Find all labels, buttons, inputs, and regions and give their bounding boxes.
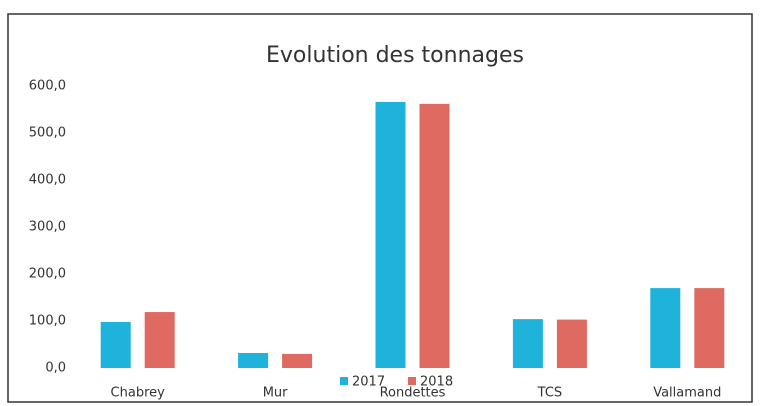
bar — [282, 353, 313, 368]
bar — [650, 288, 681, 368]
x-tick-label: Vallamand — [653, 386, 721, 401]
legend-label: 2017 — [352, 375, 385, 390]
bar — [375, 101, 406, 368]
bar — [512, 319, 543, 368]
y-tick-label: 500,0 — [29, 126, 66, 141]
legend-swatch — [408, 377, 416, 385]
bar — [694, 288, 725, 368]
legend-swatch — [340, 377, 348, 385]
bar — [556, 319, 587, 368]
x-tick-label: TCS — [537, 386, 563, 401]
bar — [419, 103, 450, 369]
bar — [144, 312, 175, 368]
x-tick-label: Rondettes — [380, 386, 446, 401]
bar — [100, 321, 131, 368]
legend-label: 2018 — [420, 375, 453, 390]
y-tick-label: 300,0 — [29, 220, 66, 235]
bar — [238, 352, 269, 368]
y-tick-label: 400,0 — [29, 173, 66, 188]
y-tick-label: 200,0 — [29, 267, 66, 282]
x-tick-label: Chabrey — [111, 386, 166, 401]
y-tick-label: 600,0 — [29, 79, 66, 94]
x-tick-label: Mur — [263, 386, 288, 401]
y-tick-label: 100,0 — [29, 314, 66, 329]
y-tick-label: 0,0 — [45, 361, 66, 376]
chart-title: Evolution des tonnages — [266, 43, 524, 68]
